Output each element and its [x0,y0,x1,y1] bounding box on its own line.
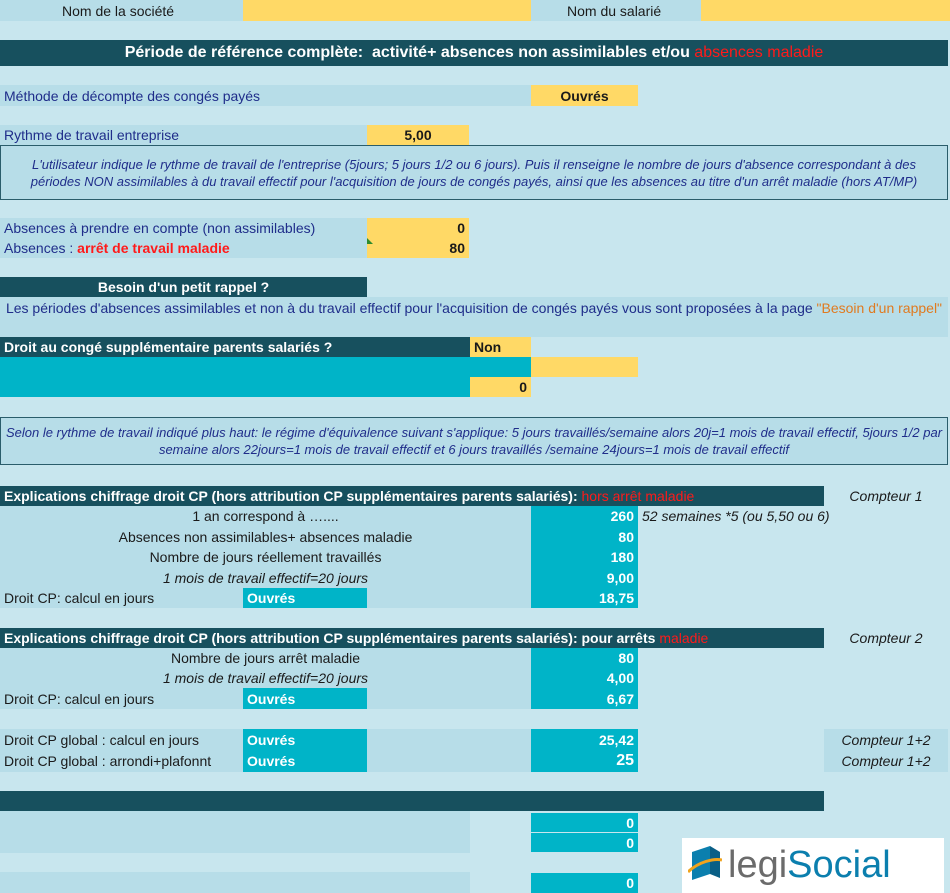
section1-label-bg [0,506,531,588]
section2-row-value: 4,00 [531,668,638,688]
absences-sick-label: Absences : arrêt de travail maladie [0,238,367,258]
rhythm-input[interactable]: 5,00 [367,125,469,145]
reminder-text-body: Les périodes d'absences assimilables et … [5,300,817,316]
section2-result-label: Droit CP: calcul en jours [0,688,243,709]
section1-row-value: 80 [531,526,638,547]
bottom-dark-bar [0,791,824,811]
parents-block [0,357,531,397]
section1-title-text: Explications chiffrage droit CP (hors at… [4,488,582,504]
counter1-label: Compteur 1 [849,488,923,504]
cell-comment-marker [367,238,373,244]
section1-title: Explications chiffrage droit CP (hors at… [0,486,824,506]
banner-title-text: Période de référence complète: activité+… [124,44,695,61]
section1-title-red: hors arrêt maladie [581,488,695,504]
bottom-value: 0 [531,873,638,893]
section1-result-spacer [367,588,531,608]
logo-text-social: Social [787,844,891,886]
logo-text-legi: legi [728,844,788,886]
company-name-label: Nom de la société [0,0,243,21]
banner-title-red: absences maladie [694,44,824,61]
section2-title-red: maladie [659,630,709,646]
reminder-text: Les périodes d'absences assimilables et … [0,297,948,337]
absences-sick-prefix: Absences : [4,240,78,256]
section1-row-label: 1 an correspond à ….... [192,508,339,524]
global-calc-spacer [367,729,531,750]
section2-row-label: 1 mois de travail effectif=20 jours [162,670,369,686]
global-calc-label: Droit CP global : calcul en jours [0,729,243,750]
section2-title-text: Explications chiffrage droit CP (hors at… [4,630,660,646]
employee-name-label: Nom du salarié [531,0,701,21]
rhythm-label: Rythme de travail entreprise [0,125,367,145]
reminder-title: Besoin d'un petit rappel ? [0,277,367,297]
legisocial-logo: legiSocial [682,838,944,893]
global-rounded-method: Ouvrés [243,750,367,772]
global-rounded-spacer [367,750,531,772]
bottom-value: 0 [531,813,638,832]
section2-result-spacer [367,688,531,709]
parents-extra-cell[interactable] [531,357,638,377]
global-calc-method: Ouvrés [243,729,367,750]
section1-row-note: 52 semaines *5 (ou 5,50 ou 6) [642,508,830,524]
parents-question: Droit au congé supplémentaire parents sa… [0,337,470,357]
global-rounded-label: Droit CP global : arrondi+plafonnt [0,750,243,772]
bottom-label-block-2 [0,872,470,893]
reminder-link[interactable]: "Besoin d'un rappel" [816,300,943,316]
parents-value: 0 [470,377,531,397]
absences-sick-red: arrêt de travail maladie [77,240,230,256]
bottom-value: 0 [531,833,638,852]
section1-row-value: 180 [531,547,638,567]
method-label: Méthode de décompte des congés payés [0,85,531,106]
section1-row-label: Absences non assimilables+ absences mala… [118,528,413,545]
rhythm-note: L'utilisateur indique le rythme de trava… [0,145,948,200]
banner-title: Période de référence complète: activité+… [0,40,948,66]
section2-row-value: 80 [531,648,638,668]
global-rounded-value: 25 [531,750,638,772]
global-calc-counter: Compteur 1+2 [824,729,948,750]
absences-sick-input[interactable]: 80 [367,238,469,258]
counter2-label: Compteur 2 [849,630,923,646]
absences-non-assim-label: Absences à prendre en compte (non assimi… [0,218,367,238]
section2-result-method: Ouvrés [243,688,367,709]
equivalence-note: Selon le rythme de travail indiqué plus … [0,417,948,465]
legisocial-logo-icon [688,846,722,880]
section2-title: Explications chiffrage droit CP (hors at… [0,628,824,648]
employee-name-input[interactable] [701,0,950,21]
section1-row-value: 9,00 [531,567,638,588]
section1-row-label: Nombre de jours réellement travaillés [149,549,382,565]
global-rounded-counter: Compteur 1+2 [824,750,948,772]
section1-result-label: Droit CP: calcul en jours [0,588,243,608]
method-select[interactable]: Ouvrés [531,85,638,106]
company-name-input[interactable] [243,0,531,21]
section1-row-value: 260 [531,506,638,526]
section2-row-label: Nombre de jours arrêt maladie [170,650,361,666]
section2-label-bg [0,648,531,688]
parents-answer-select[interactable]: Non [470,337,531,357]
section1-result-method: Ouvrés [243,588,367,608]
section1-result-value: 18,75 [531,588,638,608]
absences-non-assim-input[interactable]: 0 [367,218,469,238]
bottom-label-block [0,811,470,853]
global-calc-value: 25,42 [531,729,638,750]
section2-result-value: 6,67 [531,688,638,709]
section1-row-label: 1 mois de travail effectif=20 jours [162,569,369,586]
